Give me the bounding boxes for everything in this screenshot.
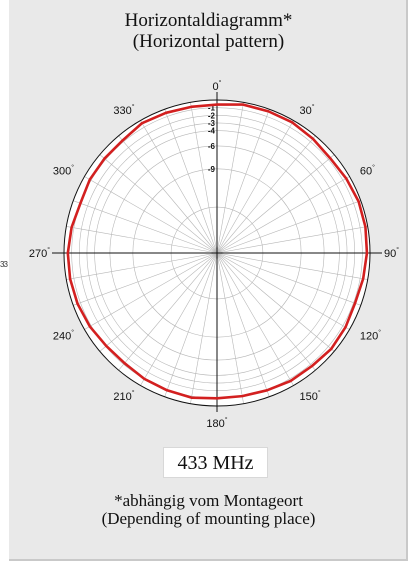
degree-mark: °	[318, 389, 321, 397]
chart-title-english: (Horizontal pattern)	[132, 31, 285, 52]
angle-tick-label: 0°	[213, 79, 222, 93]
footnote-german: *abhängig vom Montageort	[114, 491, 303, 510]
angle-tick-label: 120°	[360, 329, 381, 343]
footnote: *abhängig vom Montageort (Depending of m…	[9, 492, 408, 528]
angle-tick-label: 270°	[29, 246, 50, 260]
degree-mark: °	[132, 103, 135, 111]
radial-tick-label: -1	[208, 104, 216, 113]
angular-gridline	[216, 252, 368, 280]
pattern-trace	[66, 103, 369, 400]
angular-gridline	[216, 252, 270, 397]
degree-mark: °	[47, 246, 50, 254]
angular-gridline	[216, 102, 244, 254]
degree-mark: °	[71, 329, 74, 337]
angular-gridline	[99, 252, 218, 352]
degree-mark: °	[372, 164, 375, 172]
angular-gridline	[84, 176, 218, 254]
radial-tick-label: -4	[208, 127, 216, 136]
angular-gridline	[190, 102, 218, 254]
angular-gridline	[73, 200, 218, 254]
degree-mark: °	[396, 246, 399, 254]
degree-mark: °	[378, 329, 381, 337]
polar-plot: -1 -2 -3 -4 -6 -9 0° 30° 60° 90° 120° 150° 180° 210° 2…	[20, 76, 411, 438]
angular-gridline	[164, 252, 218, 397]
angular-gridline	[118, 135, 218, 254]
polar-chart-svg: -1-2-3-4 -6 -9 0° 30° 60° 90° 120° 150° 180° 210° 2…	[29, 79, 399, 430]
angular-gridline	[84, 252, 218, 330]
angular-gridline	[216, 135, 316, 254]
angle-tick-label: 330°	[113, 103, 134, 117]
angular-gridline	[164, 109, 218, 254]
radial-tick-label: -3	[208, 119, 216, 128]
radial-tick-label: -2	[208, 111, 216, 120]
angular-gridline	[216, 252, 335, 352]
degree-mark: °	[219, 79, 222, 87]
degree-mark: °	[312, 103, 315, 111]
angular-gridline	[216, 176, 350, 254]
angular-gridline	[140, 120, 218, 254]
chart-title: Horizontaldiagramm* (Horizontal pattern)	[9, 10, 408, 52]
angle-tick-label: 30°	[300, 103, 315, 117]
angular-gridline	[140, 252, 218, 386]
angular-gridline	[73, 252, 218, 306]
degree-mark: °	[132, 389, 135, 397]
angular-gridline	[216, 109, 270, 254]
angular-gridline	[190, 252, 218, 404]
footnote-english: (Depending of mounting place)	[101, 509, 316, 528]
angular-gridline	[216, 252, 244, 404]
angular-gridline	[216, 252, 316, 371]
angular-gridline	[216, 252, 350, 330]
degree-mark: °	[71, 164, 74, 172]
angular-gridline	[99, 154, 218, 254]
angular-gridline	[216, 154, 335, 254]
angular-gridline	[66, 226, 218, 254]
degree-mark: °	[225, 416, 228, 424]
angle-tick-label: 300°	[53, 164, 74, 178]
radial-tick-label: -9	[208, 165, 216, 174]
angular-gridline	[66, 252, 218, 280]
angle-tick-label: 60°	[360, 164, 375, 178]
angle-tick-label: 180°	[206, 416, 227, 430]
angular-gridline	[216, 200, 361, 254]
angle-tick-label: 210°	[113, 389, 134, 403]
angular-gridline	[216, 120, 294, 254]
chart-title-german: Horizontaldiagramm*	[124, 10, 293, 31]
angular-gridline	[216, 226, 368, 254]
edge-mark: 33	[0, 260, 8, 269]
angle-tick-label: 240°	[53, 329, 74, 343]
angular-gridline	[216, 252, 294, 386]
angle-tick-label: 150°	[300, 389, 321, 403]
angle-tick-label: 90°	[384, 246, 399, 260]
radial-tick-label: -6	[208, 142, 216, 151]
frequency-label: 433 MHz	[163, 447, 268, 478]
angular-gridline	[118, 252, 218, 371]
angular-gridline	[216, 252, 361, 306]
